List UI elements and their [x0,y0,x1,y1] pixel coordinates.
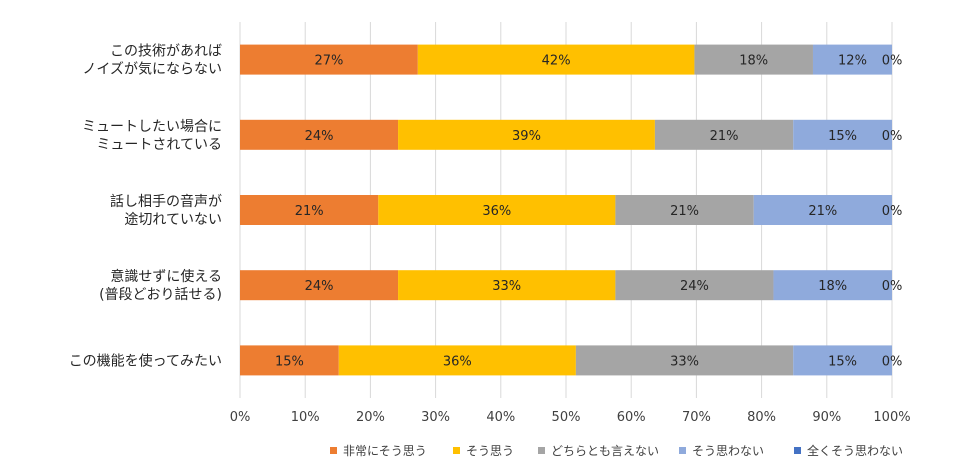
category-label: ミュートしたい場合に [82,119,222,135]
data-label: 18% [739,54,768,69]
bar-segment [240,44,418,75]
data-label: 42% [542,54,571,69]
x-tick-label: 10% [291,410,320,425]
bar-segment [575,345,794,376]
data-label: 21% [710,129,739,144]
x-tick-label: 90% [812,410,841,425]
bar-segment [615,195,754,225]
data-label: 18% [818,279,847,294]
x-tick-label: 60% [617,410,646,425]
legend-label: そう思う [466,444,514,458]
data-label: 24% [680,279,709,294]
legend-swatch [794,447,801,454]
legend-swatch [330,447,337,454]
bar-segments [240,44,892,376]
category-label: この機能を使ってみたい [69,352,222,369]
category-label: (普段どおり話せる) [99,286,222,303]
bar-segment [793,345,892,376]
bar-segment [753,195,892,225]
category-labels: この技術があればノイズが気にならないミュートしたい場合にミュートされている話し相… [69,44,222,370]
x-tick-label: 0% [230,410,251,425]
x-tick-label: 80% [747,410,776,425]
bar-segment [417,44,695,75]
bar-segment [793,119,892,150]
category-label: 途切れていない [124,211,222,228]
legend-swatch [538,447,545,454]
data-label: 21% [670,204,699,219]
x-tick-label: 40% [486,410,515,425]
bar-segment [240,119,399,150]
data-label: 0% [882,279,903,294]
legend-label: そう思わない [692,444,764,458]
bar-segment [338,345,576,376]
data-label: 15% [828,354,857,369]
legend-label: 非常にそう思う [343,444,427,458]
data-label: 24% [305,129,334,144]
data-label: 33% [670,354,699,369]
bar-segment [812,44,892,75]
bar-segment [398,270,616,301]
data-label: 21% [808,204,837,219]
data-label: 0% [882,204,903,219]
bar-segment [398,119,655,150]
data-label: 15% [275,354,304,369]
category-label: ミュートされている [96,137,222,153]
legend-label: 全くそう思わない [807,443,903,458]
data-label: 0% [882,129,903,144]
bar-segment [240,195,379,225]
data-label: 0% [882,54,903,69]
x-tick-label: 50% [552,410,581,425]
bar-segment [240,270,399,301]
data-label: 39% [512,129,541,144]
data-labels: 27% 42% 18% 12% 0% 24% 39% 21% 15% 0% 21% 36% 21% 21%… [275,54,902,370]
data-label: 12% [838,54,867,69]
x-axis-tick-labels: 0% 10% 20% 30% 40% 50% 60% 70% 80% 90% 100% [230,410,911,425]
data-label: 21% [295,204,324,219]
bar-segment [240,345,339,376]
legend-label: どちらとも言えない [551,444,659,458]
legend: 非常にそう思う そう思う どちらとも言えない そう思わない 全くそう思わない [330,443,903,458]
legend-swatch [679,447,686,454]
bar-segment [694,44,813,75]
bar-segment [773,270,892,301]
x-tick-label: 70% [682,410,711,425]
data-label: 36% [482,204,511,219]
data-label: 0% [882,354,903,369]
bar-segment [378,195,616,225]
x-tick-label: 100% [873,410,910,425]
category-label: ノイズが気にならない [82,62,222,78]
data-label: 24% [305,279,334,294]
data-label: 33% [492,279,521,294]
legend-swatch [453,447,460,454]
data-label: 36% [443,354,472,369]
category-label: この技術があれば [110,44,222,60]
bar-segment [654,119,794,150]
category-label: 意識せずに使える [110,268,222,285]
x-tick-label: 20% [356,410,385,425]
data-label: 27% [314,54,343,69]
x-tick-label: 30% [421,410,450,425]
bar-segment [615,270,774,301]
category-label: 話し相手の音声が [110,193,222,210]
data-label: 15% [828,129,857,144]
